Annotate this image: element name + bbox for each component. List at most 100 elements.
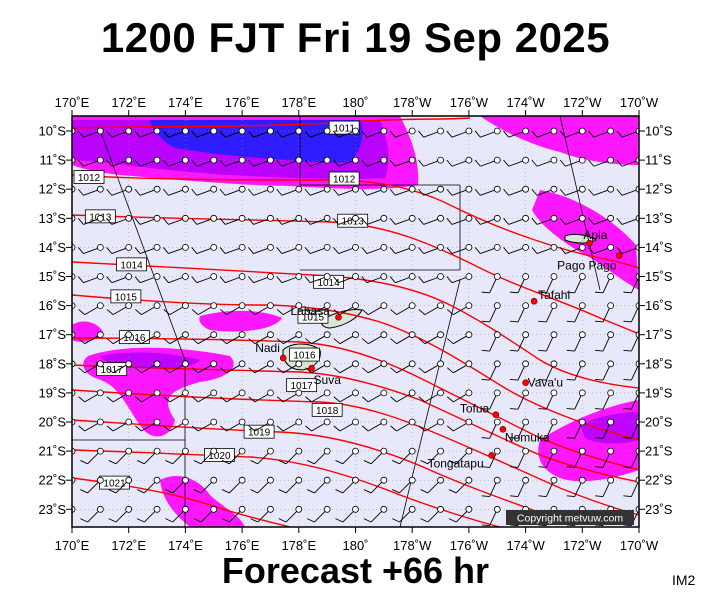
wind-barb <box>509 389 529 410</box>
wind-barb <box>163 418 189 432</box>
wind-barb <box>481 389 501 410</box>
wind-barb-station <box>550 476 558 484</box>
wind-barb-station <box>493 127 501 135</box>
city-marker: Tofua <box>460 402 500 419</box>
wind-barb-feather <box>566 291 575 294</box>
wind-barb-feather <box>474 130 481 138</box>
wind-barb-station <box>267 505 274 513</box>
wind-barb-feather <box>418 188 424 196</box>
city-marker: Vava'u <box>522 376 563 390</box>
wind-barb <box>304 127 331 138</box>
wind-barb-feather <box>305 338 312 345</box>
wind-barb-feather <box>420 518 429 523</box>
wind-barb <box>333 302 359 315</box>
wind-barb-feather <box>220 367 227 374</box>
wind-barb-station <box>125 243 133 251</box>
wind-barb-feather <box>503 218 510 225</box>
wind-barb <box>191 185 218 196</box>
lat-label-right: 22˚S <box>645 473 673 488</box>
isobar-line <box>72 117 471 129</box>
boundary-line <box>399 279 461 527</box>
wind-barb-station <box>408 302 416 310</box>
wind-barb-station <box>437 389 444 397</box>
wind-barb <box>420 447 444 465</box>
wind-barb-feather <box>106 276 113 283</box>
wind-barb-station <box>607 302 615 310</box>
wind-barb-station <box>352 389 359 397</box>
wind-barb-station <box>522 389 529 397</box>
wind-barb-feather <box>304 188 311 196</box>
wind-barb-station <box>181 360 189 368</box>
wind-barb-station <box>238 273 246 280</box>
wind-barb-station <box>181 476 189 484</box>
wind-barb-feather <box>135 338 142 345</box>
wind-barb-station <box>352 156 359 164</box>
rain-band-north-heavy <box>150 120 363 163</box>
wind-barb-station <box>96 185 104 193</box>
wind-barb <box>566 302 586 323</box>
wind-barb <box>595 418 615 439</box>
wind-barb-feather <box>623 378 632 381</box>
wind-barb <box>106 156 133 167</box>
wind-barb-station <box>210 476 218 484</box>
lat-label-right: 11˚S <box>645 153 672 168</box>
city-label: Labasa <box>290 304 330 318</box>
wind-barb-feather <box>559 218 566 225</box>
wind-barb-station <box>380 418 388 426</box>
wind-barb <box>503 156 529 167</box>
wind-barb-station <box>181 418 189 426</box>
wind-barb-feather <box>481 524 490 527</box>
wind-barb-feather <box>191 218 198 225</box>
wind-barb-feather <box>220 425 227 432</box>
city-layer: Labasa Nadi Suva Apia Pago Pago Tafahi Vava'u T… <box>255 228 623 470</box>
wind-barb <box>588 214 615 225</box>
wind-barb-feather <box>538 524 547 527</box>
isobar-label: 1013 <box>337 213 369 228</box>
wind-barb <box>595 447 615 468</box>
wind-barb-station <box>380 243 388 251</box>
wind-barb <box>136 476 161 494</box>
wind-barb-station <box>493 447 501 455</box>
wind-barb-feather <box>135 425 142 432</box>
wind-barb-feather <box>595 320 604 323</box>
wind-barb-feather <box>106 130 113 138</box>
wind-barb-feather <box>333 309 341 315</box>
wind-barb-feather <box>248 396 256 403</box>
wind-barb-feather <box>531 130 538 138</box>
wind-barb-feather <box>193 518 202 523</box>
wind-barb <box>106 360 133 374</box>
isobar-label-box <box>328 120 360 135</box>
wind-barb-station <box>153 476 161 484</box>
rain-patch-fiji <box>199 310 282 332</box>
wind-barb-feather <box>392 460 400 465</box>
city-dot <box>308 364 315 372</box>
wind-barb-station <box>295 127 303 135</box>
wind-barb-station <box>550 418 558 426</box>
wind-barb-feather <box>248 309 256 315</box>
wind-barb <box>474 243 501 254</box>
wind-barb-station <box>465 418 473 426</box>
wind-barb-feather <box>193 460 202 465</box>
city-dot <box>615 252 623 259</box>
wind-barb <box>335 505 359 523</box>
wind-barb <box>305 418 331 432</box>
isobar-label-text: 1015 <box>302 313 325 324</box>
wind-barb <box>446 243 473 254</box>
wind-barb-feather <box>276 159 283 167</box>
wind-barb-feather <box>595 495 604 497</box>
wind-barb <box>219 127 246 138</box>
wind-barb-station <box>267 331 274 339</box>
wind-barb-feather <box>623 524 632 527</box>
wind-barb-station <box>267 418 274 426</box>
wind-barb <box>446 273 473 284</box>
wind-barb <box>304 156 331 167</box>
wind-barb <box>446 156 473 167</box>
wind-barb <box>361 360 388 374</box>
wind-barb <box>191 360 218 374</box>
wind-barb <box>248 273 274 284</box>
wind-barb <box>136 505 161 523</box>
lat-label-right: 16˚S <box>645 298 673 313</box>
isobar-label-text: 1016 <box>123 333 146 344</box>
wind-barb-feather <box>77 159 84 167</box>
